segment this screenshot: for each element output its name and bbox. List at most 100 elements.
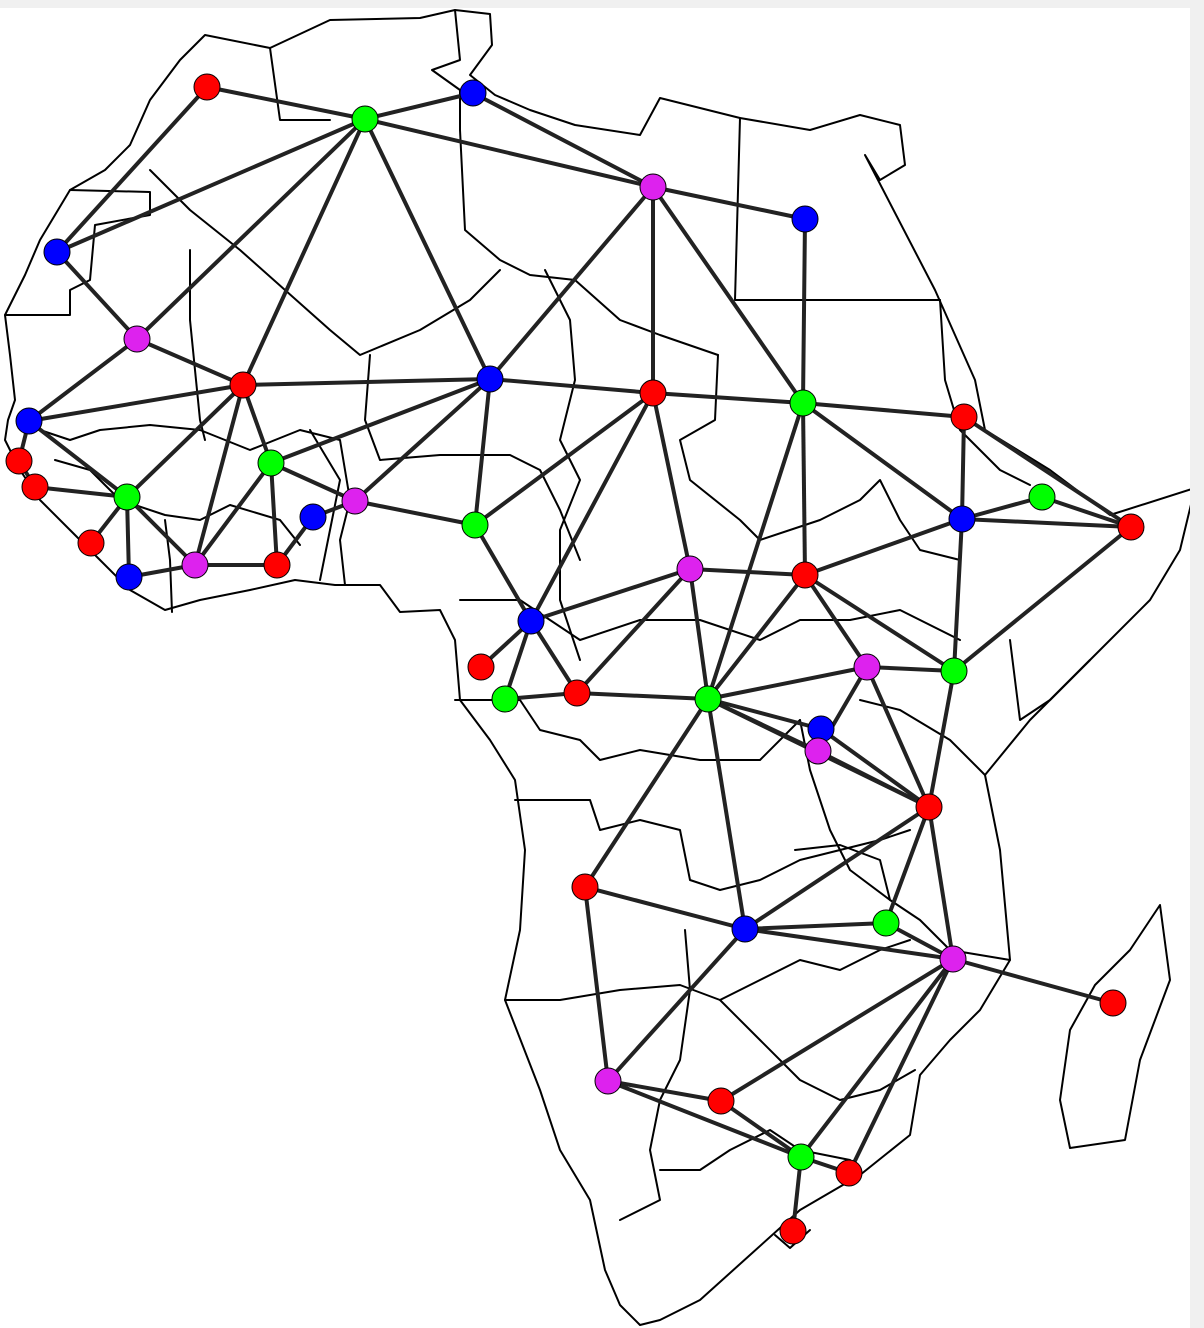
graph-node-magenta	[639, 173, 667, 201]
graph-node-green	[113, 483, 141, 511]
graph-edge	[865, 665, 956, 673]
graph-edge	[269, 377, 492, 465]
graph-node-red	[779, 1217, 807, 1245]
graph-edge	[363, 117, 492, 381]
border-line	[269, 47, 331, 121]
graph-edge	[803, 573, 869, 669]
graph-edge	[951, 957, 1115, 1005]
graph-node-blue	[517, 607, 545, 635]
graph-edge	[651, 391, 692, 571]
graph-edge	[33, 485, 129, 499]
graph-edge	[719, 1099, 803, 1159]
graph-edge	[952, 517, 964, 673]
graph-node-red	[467, 653, 495, 681]
graph-node-red	[229, 371, 257, 399]
graph-edge	[606, 1079, 803, 1159]
graph-edge	[27, 337, 139, 423]
graph-edge	[706, 573, 807, 701]
graph-edge	[960, 415, 966, 521]
border-line	[309, 429, 341, 581]
graph-node-red	[791, 561, 819, 589]
graph-edge	[816, 749, 931, 809]
graph-edge	[743, 805, 931, 931]
graph-node-green	[694, 685, 722, 713]
graph-edge	[743, 927, 955, 961]
graph-node-magenta	[594, 1067, 622, 1095]
graph-edge	[353, 377, 492, 503]
graph-node-red	[263, 551, 291, 579]
graph-edge	[651, 391, 805, 405]
graph-edge	[801, 401, 966, 419]
graph-edge	[801, 401, 964, 521]
graph-edge	[706, 665, 869, 701]
border-line	[759, 479, 961, 561]
graph-node-green	[787, 1143, 815, 1171]
graph-edge	[353, 499, 477, 527]
graph-edge	[743, 921, 888, 931]
graph-edge	[575, 691, 710, 701]
graph-edge	[606, 1079, 723, 1103]
graph-node-blue	[948, 505, 976, 533]
border-line	[149, 169, 501, 356]
border-line	[1009, 639, 1091, 721]
graph-edge	[488, 185, 655, 381]
graph-edge	[135, 117, 367, 341]
window-top-strip	[0, 0, 1204, 8]
border-line	[454, 699, 801, 761]
graph-node-blue	[299, 503, 327, 531]
border-line	[719, 999, 916, 1101]
graph-edge	[193, 383, 245, 567]
graph-edge	[583, 885, 610, 1083]
graph-node-red	[1099, 989, 1127, 1017]
graph-edge	[962, 415, 1133, 529]
graph-edge	[688, 567, 710, 701]
graph-edge	[799, 957, 955, 1159]
border-line	[164, 519, 173, 613]
graph-node-green	[789, 389, 817, 417]
window-right-strip	[1190, 0, 1204, 1328]
graph-edge	[960, 495, 1044, 521]
graph-node-magenta	[676, 555, 704, 583]
graph-edge	[473, 377, 492, 527]
border-line	[679, 354, 761, 541]
country-borders	[4, 9, 1190, 1326]
graph-edge	[529, 619, 579, 695]
graph-edge	[606, 927, 747, 1083]
border-line	[514, 799, 911, 891]
graph-edge	[847, 957, 955, 1175]
graph-edge	[719, 957, 955, 1103]
graph-edge	[529, 391, 655, 623]
graph-edge	[193, 461, 273, 567]
graph-edge	[927, 669, 956, 809]
border-line	[54, 459, 301, 546]
graph-node-green	[257, 449, 285, 477]
graph-edge	[575, 567, 692, 695]
graph-node-blue	[15, 407, 43, 435]
graph-edge	[269, 461, 279, 567]
graph-edge	[27, 383, 245, 423]
graph-edge	[801, 401, 807, 577]
graph-edge	[503, 619, 533, 701]
graph-edge	[803, 517, 964, 577]
graph-edge	[884, 805, 931, 925]
graph-edge	[363, 117, 655, 189]
graph-edge	[55, 85, 209, 254]
border-line	[24, 424, 351, 586]
graph-node-green	[351, 105, 379, 133]
graph-node-blue	[731, 915, 759, 943]
graph-node-blue	[43, 238, 71, 266]
graph-edge	[583, 697, 710, 889]
graph-node-red	[563, 679, 591, 707]
graph-node-red	[571, 873, 599, 901]
border-line	[4, 189, 151, 316]
graph-node-red	[707, 1087, 735, 1115]
graph-node-green	[940, 657, 968, 685]
graph-edge	[269, 461, 357, 503]
graph-edge	[819, 727, 931, 809]
graph-node-red	[1117, 513, 1145, 541]
border-line	[504, 939, 911, 1001]
graph-node-green	[872, 909, 900, 937]
graph-edge	[55, 117, 367, 254]
